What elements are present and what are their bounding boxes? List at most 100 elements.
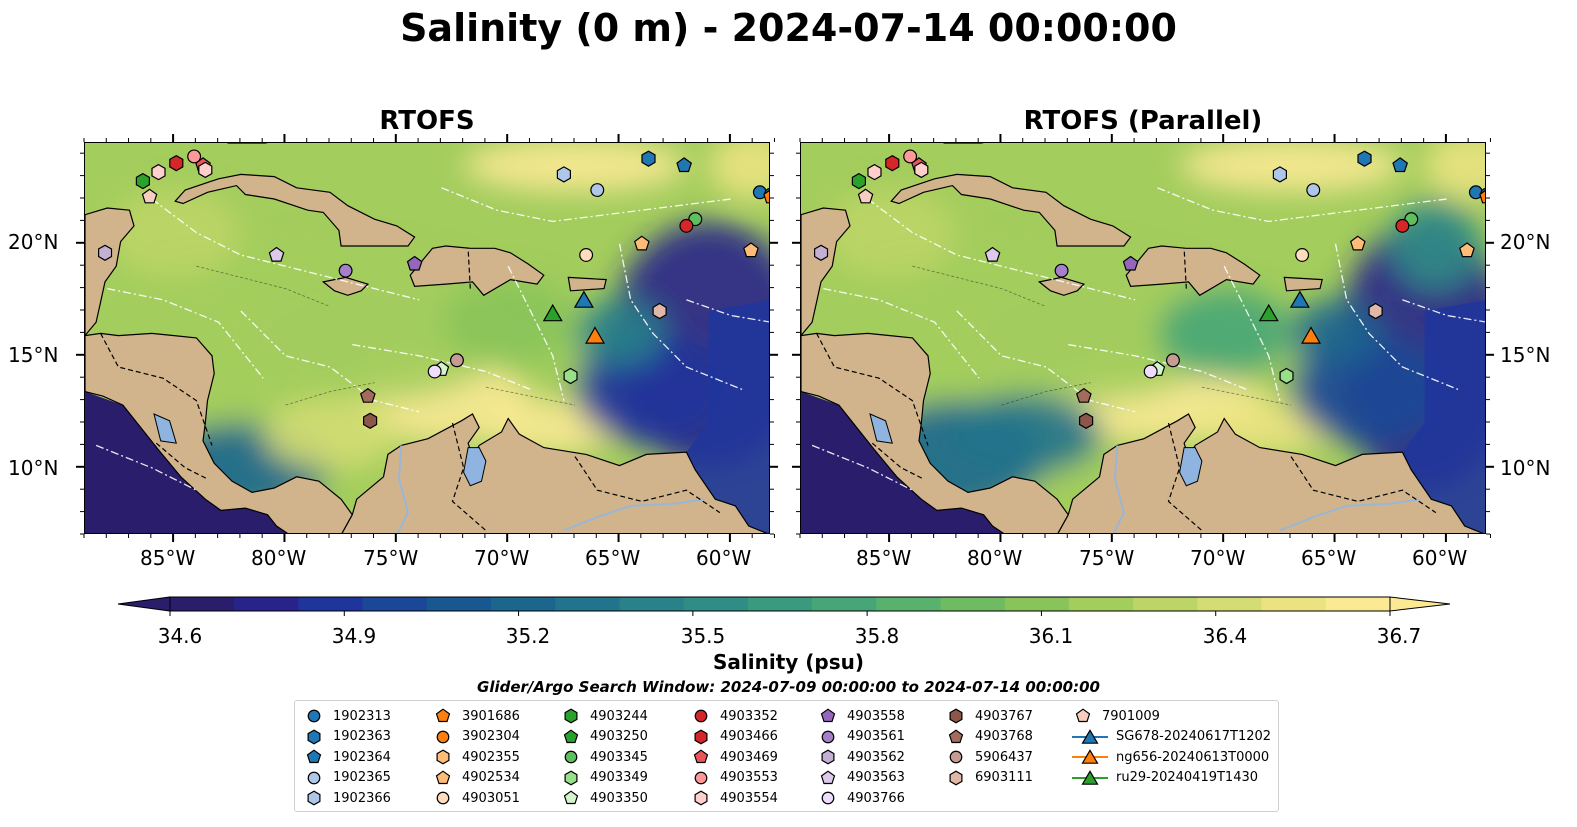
country-boundary <box>816 333 929 446</box>
legend-item: ru29-20240419T1430 <box>1072 768 1271 789</box>
legend-label: 4903051 <box>462 790 520 806</box>
pentagon-marker-icon <box>820 770 836 784</box>
lake-maracaibo <box>1179 447 1203 487</box>
argo-float-marker <box>1122 255 1139 271</box>
eez-boundary <box>507 265 565 401</box>
pentagon-marker-icon <box>948 729 964 743</box>
legend-marker <box>949 770 963 786</box>
legend-marker <box>949 750 963 764</box>
lat-label-15n-left: 15°N <box>8 343 59 367</box>
argo-floats <box>98 149 769 429</box>
colorbar-segment <box>1197 597 1263 611</box>
legend-marker <box>694 709 708 723</box>
argo-floats <box>814 149 1485 429</box>
map-panel-rtofs[interactable] <box>84 142 770 534</box>
pacific-ocean <box>85 391 287 533</box>
legend-marker <box>949 708 963 724</box>
lon-label-75w-left: 75°W <box>363 546 419 570</box>
argo-float-marker <box>556 166 571 183</box>
salinity-map-rtofs-parallel <box>801 143 1485 533</box>
glider-positions <box>1258 290 1322 344</box>
colorbar-segment <box>1325 597 1391 611</box>
colorbar-segment <box>555 597 620 611</box>
legend-label: 4903554 <box>720 790 778 806</box>
pacific-ocean <box>801 391 1003 533</box>
argo-float-marker <box>903 149 918 164</box>
legend-marker <box>820 708 836 723</box>
argo-float-marker <box>641 150 656 167</box>
argo-float-marker <box>1479 189 1485 204</box>
legend-item: 4903345 <box>560 747 648 768</box>
river-magdalena <box>1112 445 1126 533</box>
legend-label: 1902364 <box>333 749 391 765</box>
eez-boundary <box>823 287 980 379</box>
legend-label: 1902313 <box>333 708 391 724</box>
eez-boundary <box>95 444 197 491</box>
legend-item: 1902363 <box>303 727 391 748</box>
hexagon-marker-icon <box>949 770 963 786</box>
legend-label: 3901686 <box>462 708 520 724</box>
legend-item: 4903051 <box>432 788 520 809</box>
eez-boundary <box>107 287 264 379</box>
legend-marker <box>1081 749 1099 765</box>
argo-float-marker <box>914 161 929 179</box>
land-cuba <box>174 173 416 247</box>
legend-column: 4903352 4903466 4903469 4903553 4903554 <box>690 706 778 809</box>
legend-marker <box>436 791 450 805</box>
colorbar-extend-low <box>117 596 171 612</box>
legend-label: 4903350 <box>590 790 648 806</box>
bathymetry-contour <box>1201 386 1292 406</box>
hexagon-marker-icon <box>436 749 450 765</box>
argo-float-marker <box>633 235 650 251</box>
legend-item: 3902304 <box>432 727 520 748</box>
glider-marker <box>573 290 594 308</box>
legend-item: 4903554 <box>690 788 778 809</box>
legend-column: 3901686 3902304 4902355 4902534 4903051 <box>432 706 520 809</box>
legend-item: 4903767 <box>945 706 1033 727</box>
legend-marker <box>694 790 708 806</box>
legend-label: 5906437 <box>975 749 1033 765</box>
colorbar-segment <box>876 597 942 611</box>
legend-marker <box>821 791 835 805</box>
colorbar-segment <box>362 597 428 611</box>
colorbar-segment <box>1261 597 1327 611</box>
legend-item: 4903768 <box>945 727 1033 748</box>
argo-float-marker <box>743 242 759 258</box>
map-panel-rtofs-parallel[interactable] <box>800 142 1486 534</box>
low-salinity-plume <box>686 300 769 533</box>
legend-item: 4903349 <box>560 768 648 789</box>
argo-float-marker <box>1368 302 1383 320</box>
argo-float-marker <box>1357 150 1372 167</box>
legend-marker <box>820 770 836 784</box>
eez-boundary <box>240 310 420 413</box>
hexagon-marker-icon <box>307 790 321 806</box>
lon-label-60w-right: 60°W <box>1412 546 1468 570</box>
colorbar-segment <box>234 597 299 611</box>
legend-item: 4903562 <box>817 747 905 768</box>
circle-marker-icon <box>436 730 450 744</box>
glider-marker <box>1301 326 1322 344</box>
argo-float-marker <box>763 189 769 204</box>
hexagon-marker-icon <box>564 708 578 724</box>
colorbar-tick: 36.4 <box>1202 624 1248 648</box>
legend-label: 4902355 <box>462 749 520 765</box>
argo-float-marker <box>359 387 376 403</box>
hexagon-marker-icon <box>821 749 835 765</box>
eez-boundary <box>867 198 1136 301</box>
eez-boundary <box>1334 243 1459 391</box>
legend-label: 4903767 <box>975 708 1033 724</box>
legend-label: 6903111 <box>975 770 1033 786</box>
legend-marker <box>306 749 322 764</box>
panel-title-rtofs-parallel: RTOFS (Parallel) <box>1023 106 1263 136</box>
argo-float-marker <box>1272 166 1287 183</box>
colorbar-extend-high <box>1389 596 1451 612</box>
legend-marker <box>694 729 708 745</box>
legend-marker <box>563 790 579 805</box>
land-puertoRico <box>567 276 607 292</box>
lon-label-80w-right: 80°W <box>967 546 1023 570</box>
argo-float-marker <box>151 163 166 181</box>
legend-marker <box>564 750 578 764</box>
legend-label: 4902534 <box>462 770 520 786</box>
colorbar-tick: 34.9 <box>331 624 377 648</box>
legend-label: 1902366 <box>333 790 391 806</box>
